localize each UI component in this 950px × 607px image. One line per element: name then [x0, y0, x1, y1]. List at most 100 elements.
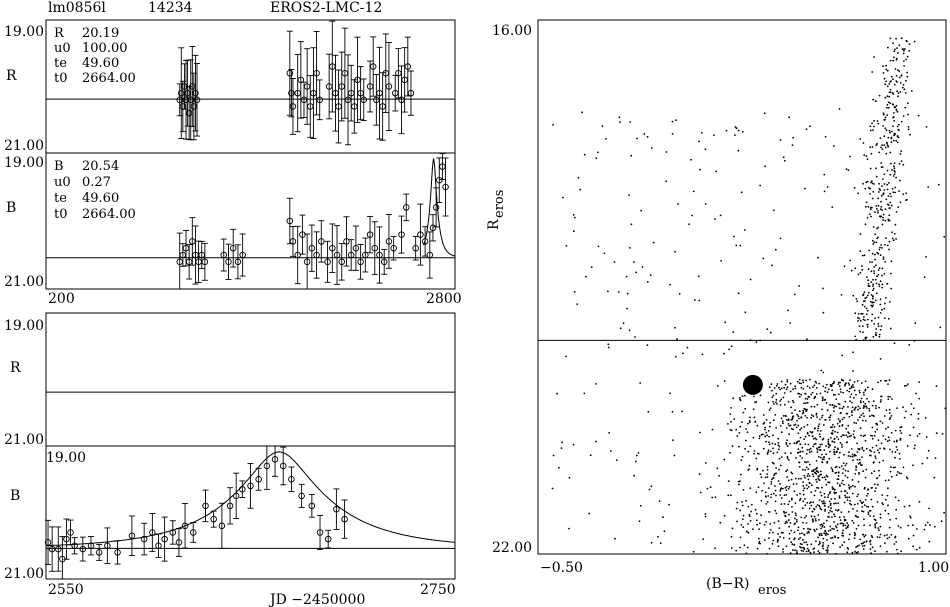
cmd-star: [889, 81, 892, 83]
cmd-star: [869, 208, 872, 211]
cmd-star: [854, 267, 857, 270]
cmd-star: [818, 423, 821, 425]
cmd-star: [846, 522, 849, 524]
cmd-star: [858, 544, 860, 547]
cmd-star: [918, 397, 921, 400]
cmd-star: [944, 407, 947, 410]
cmd-ylabel-main: R: [486, 219, 502, 230]
cmd-star: [790, 418, 793, 421]
cmd-star: [832, 394, 835, 396]
cmd-star: [887, 436, 890, 439]
cmd-star: [775, 472, 777, 475]
cmd-star: [711, 496, 714, 499]
cmd-star: [833, 502, 835, 505]
data-point: [404, 63, 412, 70]
cmd-star: [741, 501, 743, 503]
cmd-star: [870, 152, 873, 155]
cmd-star: [839, 391, 842, 393]
cmd-star: [791, 497, 793, 500]
cmd-star: [770, 383, 773, 386]
data-point: [193, 96, 201, 104]
cmd-star: [867, 283, 870, 285]
cmd-star: [874, 490, 876, 492]
cmd-star: [911, 524, 914, 527]
cmd-star: [912, 407, 915, 410]
cmd-star: [883, 183, 886, 185]
cmd-star: [820, 494, 823, 497]
cmd-star: [871, 536, 874, 539]
cmd-star: [879, 533, 882, 536]
data-point: [155, 542, 162, 550]
cmd-star: [889, 88, 892, 91]
cmd-star: [802, 493, 805, 496]
cmd-star: [879, 189, 882, 192]
cmd-star: [864, 402, 867, 405]
cmd-star: [796, 550, 798, 552]
cmd-star: [878, 536, 881, 539]
cmd-star: [867, 488, 870, 491]
cmd-star: [880, 244, 883, 246]
cmd-star: [876, 483, 879, 486]
cmd-star: [732, 397, 735, 400]
cmd-star: [862, 449, 865, 452]
cmd-star: [842, 468, 845, 470]
cmd-star: [806, 338, 808, 340]
cmd-star: [865, 201, 868, 204]
cmd-star: [810, 543, 813, 546]
cmd-star: [870, 181, 872, 184]
cmd-star: [786, 445, 789, 447]
cmd-star: [869, 415, 871, 418]
data-point: [63, 535, 70, 543]
cmd-star: [895, 109, 898, 112]
cmd-star: [869, 167, 872, 170]
cmd-star: [829, 414, 832, 417]
cmd-star: [770, 493, 773, 496]
cmd-star: [875, 282, 878, 285]
cmd-star: [755, 491, 758, 494]
cmd-star: [851, 401, 853, 404]
cmd-star: [824, 530, 827, 533]
cmd-star: [870, 294, 873, 296]
cmd-star: [900, 472, 903, 475]
cmd-star: [852, 384, 854, 386]
cmd-star: [906, 102, 909, 105]
cmd-star: [862, 331, 864, 334]
cmd-star: [927, 186, 930, 188]
cmd-star: [872, 226, 875, 228]
cmd-star: [822, 547, 825, 550]
cmd-star: [902, 48, 905, 50]
cmd-star: [862, 419, 864, 422]
cmd-star: [902, 84, 905, 86]
cmd-star: [752, 408, 755, 411]
cmd-star: [776, 403, 778, 405]
cmd-star: [869, 509, 872, 512]
cmd-star: [798, 532, 801, 535]
cmd-star: [780, 387, 783, 390]
cmd-star: [810, 491, 813, 493]
cmd-star: [740, 459, 743, 461]
cmd-star: [901, 48, 904, 50]
cmd-star: [858, 458, 861, 461]
cmd-star: [640, 209, 643, 212]
cmd-star: [923, 528, 926, 531]
cmd-star: [834, 446, 836, 449]
cmd-star: [784, 487, 787, 489]
cmd-star: [892, 239, 895, 242]
cmd-star: [798, 440, 800, 443]
data-point: [316, 96, 323, 104]
data-point: [357, 258, 364, 266]
cmd-star: [867, 511, 870, 514]
cmd-star: [799, 492, 801, 495]
param-key: u0: [54, 175, 71, 190]
cmd-star: [816, 448, 819, 451]
cmd-star: [894, 223, 897, 226]
cmd-star: [805, 484, 808, 486]
cmd-star: [768, 532, 771, 534]
panel-b-zoom-band: B: [10, 488, 20, 504]
cmd-star: [871, 426, 874, 429]
cmd-star: [852, 522, 855, 524]
cmd-star: [742, 526, 745, 529]
cmd-star: [827, 494, 830, 496]
cmd-star: [885, 64, 887, 67]
cmd-star: [894, 536, 896, 539]
